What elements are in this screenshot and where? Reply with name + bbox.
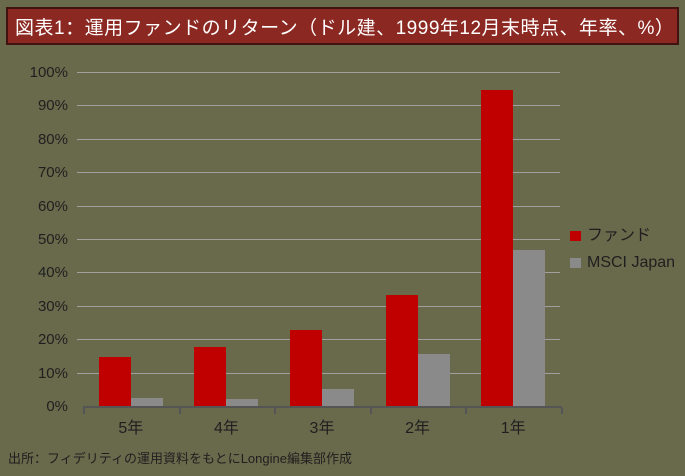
y-axis-label: 80% (37, 130, 68, 148)
bar-msci (322, 389, 354, 407)
y-axis-label: 10% (37, 364, 68, 382)
x-axis-label: 5年 (118, 420, 144, 437)
bar-fund (194, 347, 227, 407)
fund-series-swatch (570, 231, 581, 241)
y-axis-tick (77, 272, 83, 274)
bar-fund (481, 90, 514, 407)
y-axis-tick (77, 239, 83, 240)
x-axis-label: 1年 (500, 420, 526, 437)
msci-series-swatch (570, 258, 581, 268)
bar-fund (290, 330, 322, 407)
gridline (83, 138, 560, 140)
bar-msci (513, 250, 546, 407)
x-axis-tick (274, 408, 277, 414)
x-axis-label: 2年 (405, 420, 431, 437)
bar-fund (98, 357, 131, 407)
gridline (83, 239, 560, 240)
y-axis-label: 50% (37, 231, 68, 248)
y-axis-label: 40% (37, 264, 68, 282)
bar-msci (130, 398, 163, 407)
y-axis-tick (77, 339, 83, 341)
gridline (83, 305, 560, 307)
gridline (83, 272, 560, 274)
x-axis-line (83, 406, 562, 408)
y-axis-tick (77, 138, 83, 140)
y-axis-label: 90% (37, 97, 68, 115)
y-axis-tick (77, 372, 83, 374)
x-axis-tick (83, 408, 85, 414)
source-note: 出所：フィデリティの運用資料をもとにLongine編集部作成 (8, 451, 352, 466)
gridline (83, 172, 560, 174)
msci-series-label: MSCI Japan (587, 254, 676, 271)
legend-item-fund: ファンド (570, 227, 675, 245)
x-axis-tick (465, 408, 468, 414)
y-axis-tick (77, 172, 83, 174)
y-axis-label: 30% (37, 297, 68, 315)
bar-msci (226, 399, 259, 407)
bar-msci (417, 354, 450, 407)
y-axis-label: 60% (37, 197, 68, 215)
fund-series-label: ファンド (587, 227, 652, 244)
y-axis-label: 70% (37, 164, 68, 182)
x-axis-tick (369, 408, 372, 414)
x-axis-tick (561, 408, 563, 414)
y-axis-label: 0% (46, 398, 68, 415)
y-axis-tick (77, 72, 83, 73)
gridline (83, 105, 560, 107)
x-axis-label: 3年 (309, 420, 335, 437)
bar-fund (385, 295, 418, 407)
legend-item-msci: MSCI Japan (570, 254, 675, 272)
figure-title-bar: 図表1：運用ファンドのリターン（ドル建、1999年12月末時点、年率、%） (6, 7, 679, 45)
y-axis-tick (77, 205, 83, 207)
y-axis-tick (77, 305, 83, 307)
y-axis-label: 20% (37, 331, 68, 349)
gridline (83, 205, 560, 207)
x-axis-label: 4年 (213, 420, 239, 437)
y-axis-label: 100% (29, 64, 68, 81)
gridline (83, 72, 560, 73)
y-axis-tick (77, 105, 83, 107)
x-axis-tick (178, 408, 181, 414)
legend: ファンド MSCI Japan (570, 227, 675, 281)
